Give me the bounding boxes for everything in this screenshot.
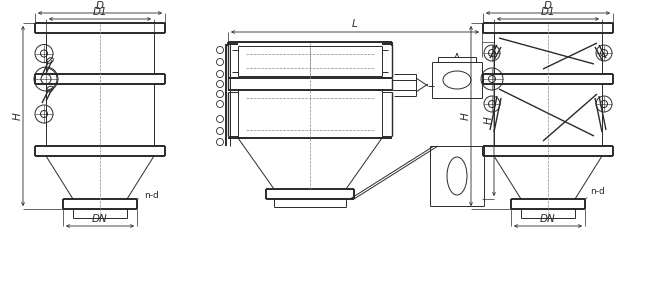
- Text: H: H: [484, 117, 494, 124]
- Text: D: D: [544, 1, 552, 11]
- Text: H: H: [461, 112, 471, 120]
- Text: D1: D1: [541, 7, 555, 17]
- Text: D: D: [96, 1, 104, 11]
- Text: DN: DN: [92, 214, 108, 224]
- Text: n-d: n-d: [137, 191, 159, 200]
- Text: D1: D1: [93, 7, 107, 17]
- Text: n-d: n-d: [585, 187, 604, 199]
- Text: L: L: [352, 19, 358, 29]
- Text: DN: DN: [540, 214, 556, 224]
- Text: H: H: [13, 112, 23, 120]
